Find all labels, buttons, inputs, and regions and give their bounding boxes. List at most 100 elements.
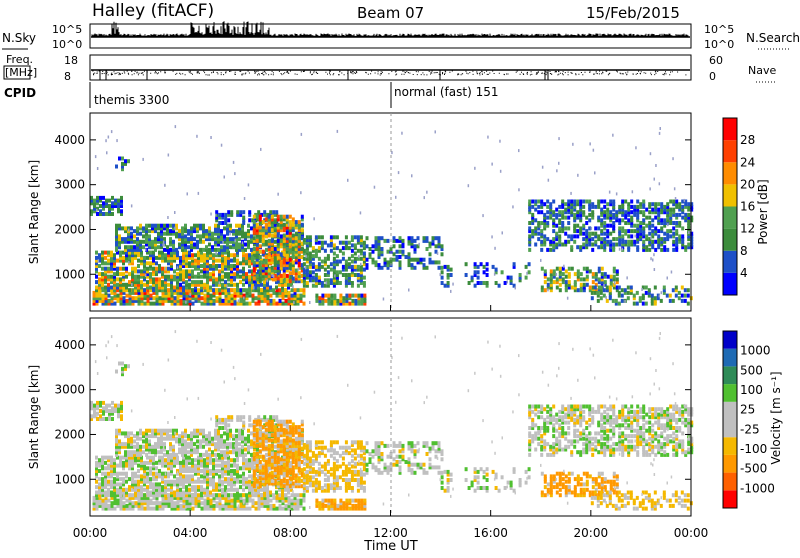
power-cell — [271, 228, 274, 232]
power-cell — [137, 269, 140, 273]
power-cell — [119, 272, 122, 276]
velocity-cell — [108, 499, 111, 503]
power-cell — [336, 254, 339, 258]
power-cell — [239, 210, 242, 214]
power-cell — [618, 291, 621, 295]
power-cell — [99, 204, 102, 208]
power-cell — [135, 296, 138, 300]
power-cell — [210, 213, 212, 216]
velocity-cell — [250, 431, 253, 435]
power-cell — [630, 216, 633, 220]
velocity-cell — [242, 472, 245, 476]
power-cell — [618, 226, 621, 230]
power-cell — [636, 291, 639, 295]
power-cell — [255, 302, 258, 306]
power-cell — [155, 261, 158, 265]
power-cell — [423, 258, 426, 262]
power-cell — [606, 229, 609, 233]
power-cell — [600, 218, 603, 222]
velocity-cell — [161, 472, 164, 476]
power-cell — [396, 239, 399, 243]
power-cell — [108, 294, 111, 298]
power-cell — [568, 267, 571, 271]
velocity-cell — [239, 480, 242, 484]
power-cell — [594, 240, 597, 244]
power-cell — [441, 252, 444, 256]
power-cell — [312, 284, 315, 288]
power-cell — [188, 261, 191, 265]
power-cell — [687, 202, 690, 206]
power-cell — [583, 283, 586, 287]
power-cell — [576, 224, 579, 228]
power-cell — [336, 260, 339, 264]
power-cell — [202, 248, 205, 252]
velocity-cell — [148, 434, 151, 438]
power-cell — [342, 273, 345, 277]
power-cell — [149, 261, 152, 265]
power-cell — [549, 248, 552, 252]
velocity-cell — [163, 453, 166, 457]
velocity-cell — [175, 437, 178, 441]
power-cell — [588, 232, 591, 236]
velocity-cell — [124, 431, 127, 435]
velocity-cell — [220, 434, 223, 438]
power-cell — [280, 252, 283, 256]
power-cell — [203, 253, 206, 257]
power-cell — [366, 263, 369, 267]
velocity-cell — [202, 429, 205, 433]
power-cell — [270, 294, 273, 298]
power-cell — [163, 232, 166, 236]
velocity-cell — [104, 472, 107, 476]
power-cell — [450, 268, 453, 272]
power-cell — [128, 280, 131, 284]
power-cell — [585, 216, 588, 220]
power-cell — [471, 276, 474, 280]
power-cell — [277, 215, 280, 219]
power-cell — [598, 277, 601, 281]
velocity-cell — [227, 477, 230, 481]
power-cell — [660, 202, 663, 206]
power-cell — [167, 267, 170, 271]
power-cell — [663, 237, 666, 241]
power-cell — [140, 280, 143, 284]
power-cell — [277, 239, 280, 243]
power-cell — [477, 270, 480, 274]
velocity-cell — [173, 474, 176, 478]
velocity-cell — [188, 474, 191, 478]
velocity-cell — [137, 464, 140, 468]
power-cell — [174, 227, 176, 230]
power-cell — [645, 234, 648, 238]
power-cell — [540, 240, 543, 244]
power-cell — [217, 248, 220, 252]
power-cell — [209, 272, 212, 276]
power-cell — [197, 280, 200, 284]
power-cell — [399, 244, 402, 248]
power-cell — [208, 248, 211, 252]
power-cell — [209, 264, 212, 268]
power-cell — [387, 250, 390, 254]
velocity-cell — [135, 501, 138, 505]
power-cell — [275, 210, 278, 214]
power-cell — [133, 234, 136, 238]
power-cell — [95, 286, 98, 290]
velocity-cell — [303, 507, 306, 511]
power-cell — [99, 209, 102, 213]
power-cell — [669, 208, 672, 212]
power-cell — [600, 229, 603, 233]
power-cell — [249, 302, 252, 306]
velocity-cell — [110, 456, 113, 460]
power-cell — [268, 252, 271, 256]
power-cell — [553, 280, 556, 284]
power-cell — [187, 245, 190, 249]
power-cell — [570, 234, 573, 238]
power-cell — [221, 221, 224, 225]
power-cell — [675, 229, 678, 233]
power-cell — [531, 200, 534, 204]
power-cell — [615, 243, 618, 247]
velocity-cell — [233, 458, 236, 462]
power-cell — [624, 221, 627, 225]
site-title: Halley (fitACF) — [92, 1, 214, 21]
power-cell — [609, 240, 612, 244]
velocity-cell — [194, 458, 197, 462]
